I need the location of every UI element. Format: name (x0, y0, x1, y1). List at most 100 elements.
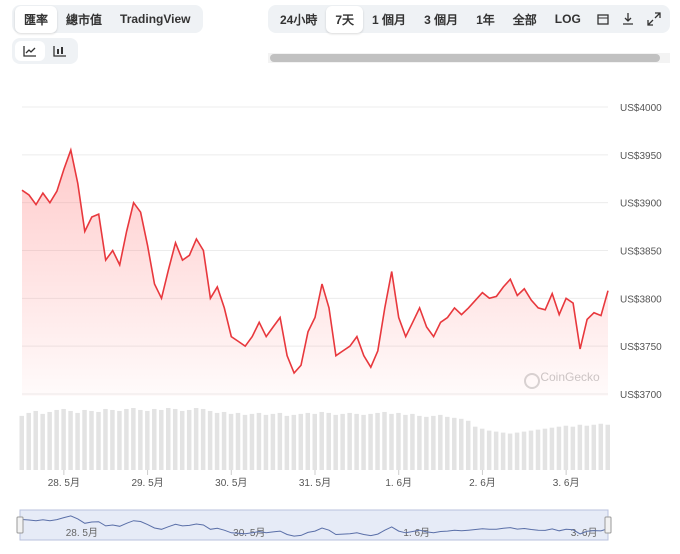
volume-bar (500, 432, 506, 470)
volume-bar (193, 408, 199, 470)
volume-bar (249, 413, 255, 470)
volume-bar (277, 412, 283, 470)
range-tab[interactable]: 全部 (512, 12, 537, 27)
volume-bar (479, 428, 485, 470)
volume-bar (493, 431, 499, 470)
icon (596, 14, 609, 25)
volume-bar (75, 412, 80, 470)
y-tick-label: US$3950 (620, 151, 662, 162)
volume-bar (403, 414, 408, 470)
volume-bar (166, 408, 171, 470)
tab[interactable]: TradingView (120, 12, 191, 26)
volume-bar (284, 415, 290, 470)
range-tab[interactable]: 3 個月 (424, 12, 459, 27)
volume-bar (33, 410, 38, 470)
volume-bar (535, 429, 541, 470)
y-tick-label: US$3800 (620, 294, 662, 305)
scrollbar-track (268, 53, 670, 63)
line-icon[interactable] (15, 41, 45, 61)
volume-bar (521, 431, 527, 470)
tab[interactable]: 總市值 (66, 12, 103, 27)
volume-bar (54, 409, 59, 470)
volume-bar (159, 409, 164, 470)
volume-bar (221, 411, 227, 470)
volume-bar (549, 427, 555, 470)
volume-bar (507, 433, 513, 470)
volume-bar (486, 430, 492, 470)
navigator (19, 509, 609, 541)
navigator-label: 28. 5月 (66, 527, 98, 539)
x-tick-label: 28. 5月 (48, 477, 80, 489)
volume-bar (103, 408, 108, 470)
volume-bar (340, 413, 345, 470)
volume-bar (68, 410, 73, 470)
x-tick-label: 30. 5月 (215, 477, 247, 489)
volume-bar (563, 425, 569, 470)
volume-bar (152, 408, 157, 470)
chart-type-group (12, 38, 78, 64)
tab-group: 匯率 總市值 TradingView (12, 5, 203, 33)
volume-bar (19, 415, 24, 470)
x-tick-label: 31. 5月 (299, 477, 331, 489)
volume-bar (263, 414, 269, 470)
range-tab[interactable]: LOG (554, 12, 581, 26)
icon (23, 46, 36, 57)
range-tab[interactable]: 24小時 (280, 12, 318, 27)
volume-bar (145, 410, 150, 470)
scrollbar-thumb[interactable] (270, 54, 660, 62)
volume-bar (298, 413, 304, 470)
volume-bar (598, 423, 604, 470)
navigator-handle (604, 516, 612, 534)
navigator-label: 30. 5月 (233, 527, 265, 539)
volume-bar (584, 425, 590, 470)
volume-bar (375, 412, 380, 470)
volume-bar (326, 412, 331, 470)
tab[interactable]: 匯率 (15, 5, 58, 33)
volume-bar (354, 413, 359, 470)
candle-icon[interactable] (45, 41, 75, 61)
volume-bar (424, 416, 429, 470)
range-tab[interactable]: 7天 (326, 5, 364, 33)
volume-bar (110, 409, 115, 470)
volume-bar (47, 411, 52, 470)
tool-icon[interactable] (590, 9, 616, 29)
volume-bar (256, 412, 262, 470)
volume-bar (389, 413, 394, 470)
y-tick-label: US$3850 (620, 247, 662, 258)
range-tab[interactable]: 1年 (476, 12, 495, 27)
volume-bar (410, 413, 415, 470)
volume-bar (452, 417, 457, 470)
volume-bar (26, 412, 31, 470)
volume-bar (605, 424, 610, 470)
x-tick-label: 3. 6月 (553, 477, 580, 489)
volume-bar (382, 411, 387, 470)
volume-bar (291, 414, 297, 470)
icon (647, 12, 661, 26)
volume-bar (186, 409, 192, 470)
volume-bar (172, 408, 178, 470)
volume-bar (570, 426, 576, 470)
y-tick-label: US$3750 (620, 342, 662, 353)
volume-bar (124, 408, 129, 470)
volume-bar (138, 409, 143, 470)
volume-bar (207, 410, 213, 470)
range-tab[interactable]: 1 個月 (372, 12, 407, 27)
volume-bar (131, 408, 136, 470)
volume-bar (556, 426, 562, 470)
volume-bar (117, 410, 122, 470)
icon (623, 13, 634, 25)
x-tick-label: 29. 5月 (131, 477, 163, 489)
volume-bar (82, 409, 87, 470)
icon (53, 46, 66, 57)
tool-icon[interactable] (616, 9, 642, 29)
volume-bar (319, 411, 324, 470)
volume-bar (89, 410, 94, 470)
volume-bar (514, 432, 520, 470)
tool-icon[interactable] (641, 9, 667, 29)
volume-bar (465, 420, 471, 470)
range-group: 24小時 7天 1 個月 3 個月 1年 全部 LOG (268, 5, 670, 33)
volume-bar (200, 408, 206, 470)
y-tick-label: US$3700 (620, 390, 662, 401)
